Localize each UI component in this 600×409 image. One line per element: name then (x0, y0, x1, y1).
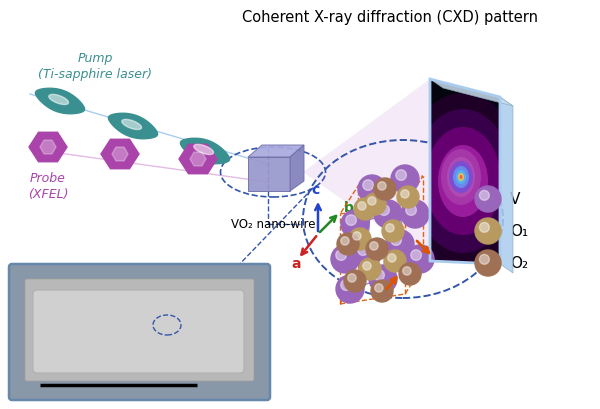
Circle shape (341, 237, 349, 245)
Circle shape (358, 202, 366, 211)
Circle shape (331, 245, 359, 273)
FancyBboxPatch shape (9, 264, 270, 400)
Polygon shape (500, 98, 513, 273)
Circle shape (391, 235, 401, 246)
Circle shape (375, 284, 383, 292)
Circle shape (369, 265, 397, 293)
Ellipse shape (438, 146, 488, 218)
FancyBboxPatch shape (25, 279, 254, 381)
Polygon shape (181, 139, 230, 164)
Circle shape (353, 240, 381, 268)
Circle shape (368, 197, 376, 206)
Circle shape (388, 254, 396, 263)
Ellipse shape (460, 175, 463, 180)
Circle shape (406, 205, 416, 216)
Circle shape (475, 250, 501, 276)
Circle shape (336, 275, 364, 303)
Polygon shape (303, 80, 430, 261)
Circle shape (475, 187, 501, 213)
Text: Probe
(XFEL): Probe (XFEL) (28, 172, 68, 200)
Circle shape (364, 193, 386, 216)
Circle shape (411, 250, 421, 261)
Text: b: b (344, 200, 354, 214)
Polygon shape (248, 157, 290, 191)
Circle shape (374, 179, 396, 200)
Text: a: a (291, 256, 301, 270)
Polygon shape (430, 80, 500, 264)
Circle shape (378, 182, 386, 191)
Ellipse shape (456, 171, 466, 184)
Circle shape (401, 190, 409, 199)
Circle shape (374, 270, 385, 281)
Ellipse shape (447, 157, 475, 198)
FancyBboxPatch shape (33, 290, 244, 373)
Polygon shape (290, 146, 304, 191)
Polygon shape (179, 145, 217, 174)
Circle shape (370, 242, 378, 250)
Text: O₂: O₂ (510, 256, 528, 271)
Circle shape (479, 255, 490, 265)
Text: c: c (312, 182, 320, 196)
Polygon shape (35, 89, 85, 115)
Circle shape (358, 245, 368, 256)
Polygon shape (49, 95, 68, 105)
Circle shape (336, 250, 346, 261)
Circle shape (403, 267, 411, 275)
Circle shape (371, 280, 393, 302)
Polygon shape (40, 141, 56, 155)
Ellipse shape (401, 94, 525, 270)
Circle shape (391, 166, 419, 193)
Polygon shape (194, 145, 214, 155)
Circle shape (337, 234, 359, 255)
Circle shape (384, 250, 406, 272)
Circle shape (386, 230, 414, 258)
Circle shape (479, 223, 490, 233)
Circle shape (346, 215, 356, 226)
Circle shape (363, 180, 373, 191)
Circle shape (374, 200, 402, 229)
Text: Coherent X-ray diffraction (CXD) pattern: Coherent X-ray diffraction (CXD) pattern (242, 10, 538, 25)
Circle shape (406, 245, 434, 273)
Circle shape (354, 198, 376, 220)
Circle shape (353, 232, 361, 240)
Circle shape (349, 229, 371, 250)
Polygon shape (29, 133, 67, 162)
Circle shape (379, 205, 389, 216)
Ellipse shape (441, 150, 481, 205)
Circle shape (479, 191, 490, 201)
Circle shape (366, 238, 388, 261)
Ellipse shape (425, 128, 501, 236)
Polygon shape (112, 148, 128, 162)
Circle shape (363, 262, 371, 270)
Ellipse shape (449, 162, 473, 193)
Circle shape (348, 274, 356, 282)
Circle shape (359, 258, 381, 280)
Polygon shape (122, 120, 142, 130)
Polygon shape (248, 146, 304, 157)
Text: V: V (510, 192, 520, 207)
Circle shape (341, 280, 352, 291)
Polygon shape (101, 140, 139, 169)
Text: VO₂ nano-wire: VO₂ nano-wire (231, 218, 315, 230)
Polygon shape (190, 153, 206, 166)
Polygon shape (430, 80, 513, 107)
Circle shape (341, 211, 369, 238)
Circle shape (399, 263, 421, 285)
Circle shape (382, 220, 404, 243)
Ellipse shape (458, 173, 464, 182)
Text: O₁: O₁ (510, 224, 528, 239)
Ellipse shape (413, 110, 513, 254)
Circle shape (358, 175, 386, 204)
Polygon shape (109, 114, 158, 139)
Circle shape (397, 187, 419, 209)
Circle shape (344, 270, 366, 292)
Circle shape (386, 224, 394, 233)
Text: Pump
(Ti-sapphire laser): Pump (Ti-sapphire laser) (38, 52, 152, 81)
Circle shape (401, 200, 429, 229)
Circle shape (475, 218, 501, 245)
Circle shape (396, 170, 406, 181)
Ellipse shape (453, 166, 469, 189)
